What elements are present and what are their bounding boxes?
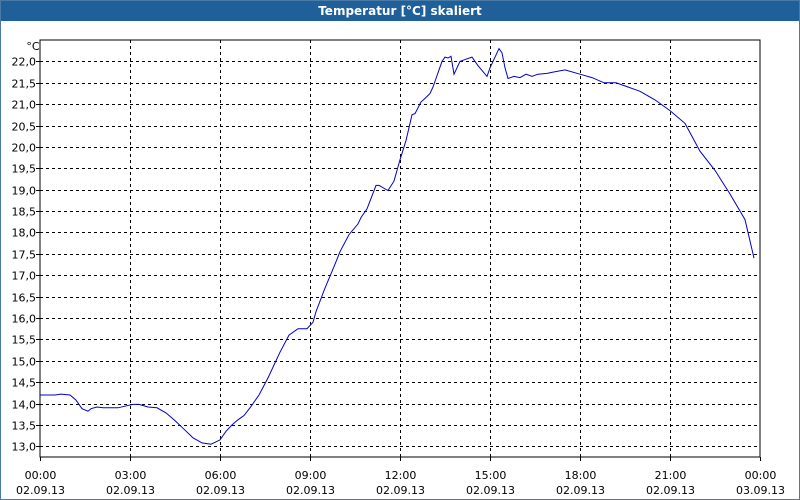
x-tick-time-label: 15:00 [475, 469, 507, 482]
x-axis-ticks: 00:00 02.09.13 03:00 02.09.13 06:00 02.09.13 0… [16, 469, 785, 497]
temperature-series-line [40, 47, 755, 445]
y-tick-label: 16,5 [12, 292, 37, 305]
y-tick-label: 20,0 [12, 142, 37, 155]
y-tick-label: 20,5 [12, 121, 37, 134]
x-tick-date-label: 02.09.13 [286, 484, 335, 497]
x-tick-time-label: 00:00 [25, 469, 57, 482]
y-tick-label: 19,0 [12, 185, 37, 198]
x-tick-date-label: 02.09.13 [646, 484, 695, 497]
x-tick-date-label: 02.09.13 [196, 484, 245, 497]
y-tick-label: 17,0 [12, 270, 37, 283]
x-tick-date-label: 02.09.13 [556, 484, 605, 497]
y-tick-label: 21,5 [12, 78, 37, 91]
grid [36, 40, 761, 461]
x-tick-date-label: 02.09.13 [466, 484, 515, 497]
y-tick-label: 14,0 [12, 399, 37, 412]
y-tick-label: 13,5 [12, 420, 37, 433]
x-tick-date-label: 02.09.13 [106, 484, 155, 497]
y-tick-label: 15,5 [12, 334, 37, 347]
chart-title: Temperatur [°C] skaliert [1, 1, 799, 21]
y-tick-label: 19,5 [12, 163, 37, 176]
x-tick-time-label: 21:00 [655, 469, 687, 482]
x-tick-time-label: 06:00 [205, 469, 237, 482]
y-tick-label: 15,0 [12, 356, 37, 369]
x-tick-time-label: 18:00 [565, 469, 597, 482]
y-tick-label: 22,0 [12, 56, 37, 69]
y-tick-label: 21,0 [12, 99, 37, 112]
y-tick-label: 18,5 [12, 206, 37, 219]
y-tick-label: 16,0 [12, 313, 37, 326]
y-axis-ticks: 13,0 13,5 14,0 14,5 15,0 15,5 16,0 16,5 17,0 17,5… [12, 56, 37, 454]
x-tick-date-label: 02.09.13 [376, 484, 425, 497]
y-tick-label: 18,0 [12, 227, 37, 240]
x-tick-time-label: 03:00 [115, 469, 147, 482]
x-tick-time-label: 09:00 [295, 469, 327, 482]
y-tick-label: 14,5 [12, 377, 37, 390]
y-axis-unit-label: °C [26, 40, 40, 53]
y-tick-label: 13,0 [12, 441, 37, 454]
y-tick-label: 17,5 [12, 249, 37, 262]
x-tick-time-label: 12:00 [385, 469, 417, 482]
x-tick-date-label: 02.09.13 [16, 484, 65, 497]
x-tick-time-label: 00:00 [745, 469, 777, 482]
x-tick-date-label: 03.09.13 [736, 484, 785, 497]
